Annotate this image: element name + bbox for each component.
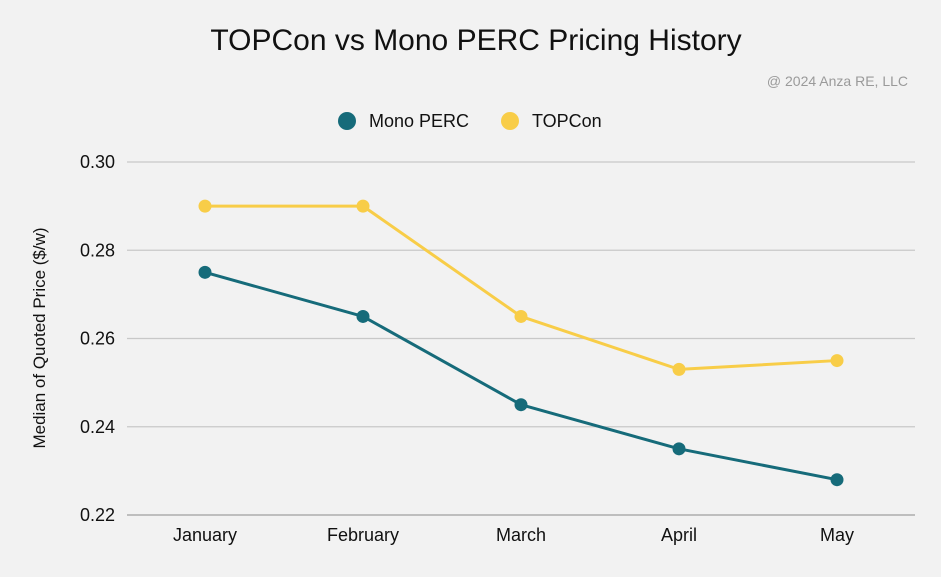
data-point-mono-perc-february[interactable]	[356, 309, 370, 323]
y-axis-label: Median of Quoted Price ($/w)	[30, 227, 49, 448]
y-tick-label: 0.24	[80, 417, 115, 437]
series-line-topcon	[203, 204, 839, 371]
x-tick-label-march: March	[496, 525, 546, 545]
chart-credit: @ 2024 Anza RE, LLC	[767, 73, 908, 89]
data-point-mono-perc-march[interactable]	[514, 398, 528, 412]
data-point-mono-perc-april[interactable]	[672, 442, 686, 456]
gridlines	[127, 161, 915, 516]
series-mono-perc	[198, 265, 844, 487]
y-tick-label: 0.28	[80, 240, 115, 260]
legend-marker-topcon	[501, 112, 519, 130]
data-point-mono-perc-may[interactable]	[830, 473, 844, 487]
series-line-mono-perc	[203, 270, 839, 482]
x-tick-label-february: February	[327, 525, 399, 545]
legend: Mono PERC TOPCon	[338, 111, 602, 131]
legend-marker-mono-perc	[338, 112, 356, 130]
data-point-mono-perc-january[interactable]	[198, 265, 212, 279]
data-point-topcon-january[interactable]	[198, 199, 212, 213]
series-topcon	[198, 199, 844, 376]
y-tick-label: 0.26	[80, 329, 115, 349]
legend-label-topcon: TOPCon	[532, 111, 602, 131]
y-tick-label: 0.22	[80, 505, 115, 525]
x-tick-label-may: May	[820, 525, 854, 545]
x-axis-ticks: January February March April May	[173, 525, 854, 545]
data-point-topcon-february[interactable]	[356, 199, 370, 213]
x-tick-label-april: April	[661, 525, 697, 545]
legend-label-mono-perc: Mono PERC	[369, 111, 469, 131]
data-point-topcon-march[interactable]	[514, 309, 528, 323]
chart-title: TOPCon vs Mono PERC Pricing History	[210, 24, 741, 57]
y-tick-label: 0.30	[80, 152, 115, 172]
x-tick-label-january: January	[173, 525, 237, 545]
data-point-topcon-may[interactable]	[830, 354, 844, 368]
data-point-topcon-april[interactable]	[672, 362, 686, 376]
y-axis-ticks: 0.22 0.24 0.26 0.28 0.30	[80, 152, 115, 525]
series-layer	[198, 199, 844, 487]
